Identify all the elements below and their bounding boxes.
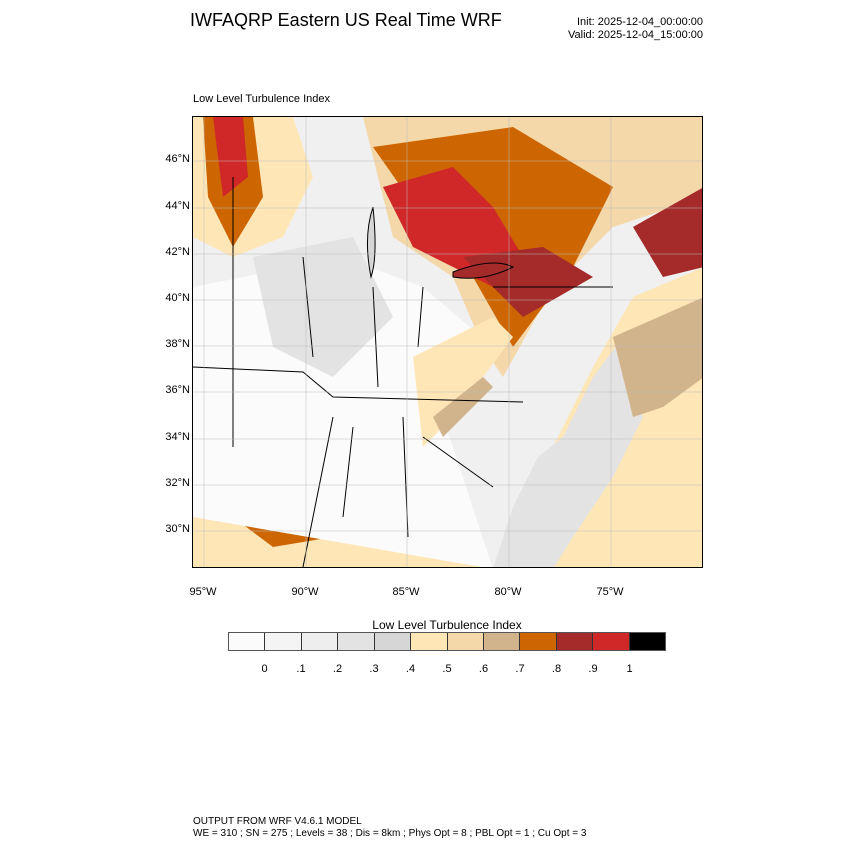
plot-title: IWFAQRP Eastern US Real Time WRF xyxy=(190,10,502,30)
lat-label: 36°N xyxy=(165,384,190,396)
valid-time: Valid: 2025-12-04_15:00:00 xyxy=(568,29,703,41)
colorbar-swatch xyxy=(265,633,302,650)
footer-line-2: WE = 310 ; SN = 275 ; Levels = 38 ; Dis … xyxy=(193,828,587,839)
lat-label: 34°N xyxy=(165,431,190,443)
footer-line-1: OUTPUT FROM WRF V4.6.1 MODEL xyxy=(193,816,362,827)
colorbar-swatch xyxy=(447,633,484,650)
colorbar-swatch xyxy=(229,633,266,650)
time-info: Init: 2025-12-04_00:00:00 Valid: 2025-12… xyxy=(568,16,703,42)
colorbar-swatch xyxy=(411,633,448,650)
colorbar-swatch xyxy=(483,633,521,650)
lon-label: 90°W xyxy=(291,586,319,598)
lon-label: 75°W xyxy=(596,586,624,598)
colorbar-swatch xyxy=(301,633,339,650)
model-info: OUTPUT FROM WRF V4.6.1 MODEL WE = 310 ; … xyxy=(193,816,586,840)
lon-label: 85°W xyxy=(392,586,420,598)
field-title: Low Level Turbulence Index xyxy=(193,93,330,105)
colorbar-title: Low Level Turbulence Index xyxy=(372,618,522,632)
colorbar xyxy=(228,632,666,651)
lat-label: 40°N xyxy=(165,292,190,304)
lat-label: 38°N xyxy=(165,338,190,350)
lat-label: 44°N xyxy=(165,200,190,212)
colorbar-label: 0 xyxy=(261,663,268,675)
lon-label: 95°W xyxy=(189,586,217,598)
colorbar-label: .1 xyxy=(296,663,306,675)
lat-label: 42°N xyxy=(165,246,190,258)
lat-label: 46°N xyxy=(165,153,190,165)
turbulence-map xyxy=(192,116,703,568)
colorbar-swatch xyxy=(556,633,594,650)
colorbar-label: .9 xyxy=(588,663,598,675)
lat-label: 32°N xyxy=(165,477,190,489)
colorbar-label: .8 xyxy=(551,663,562,675)
colorbar-label: .5 xyxy=(442,663,452,675)
colorbar-label: 1 xyxy=(626,663,633,675)
colorbar-label: .4 xyxy=(405,663,416,675)
colorbar-swatch xyxy=(338,633,375,650)
colorbar-swatch xyxy=(593,633,630,650)
colorbar-swatch xyxy=(520,633,557,650)
colorbar-label: .7 xyxy=(515,663,525,675)
lat-label: 30°N xyxy=(165,523,190,535)
init-time: Init: 2025-12-04_00:00:00 xyxy=(577,16,703,28)
colorbar-label: .3 xyxy=(369,663,379,675)
colorbar-swatch xyxy=(629,633,666,650)
colorbar-label: .2 xyxy=(332,663,343,675)
lon-label: 80°W xyxy=(494,586,522,598)
colorbar-swatch xyxy=(374,633,412,650)
colorbar-label: .6 xyxy=(478,663,489,675)
map-field xyxy=(193,117,702,567)
